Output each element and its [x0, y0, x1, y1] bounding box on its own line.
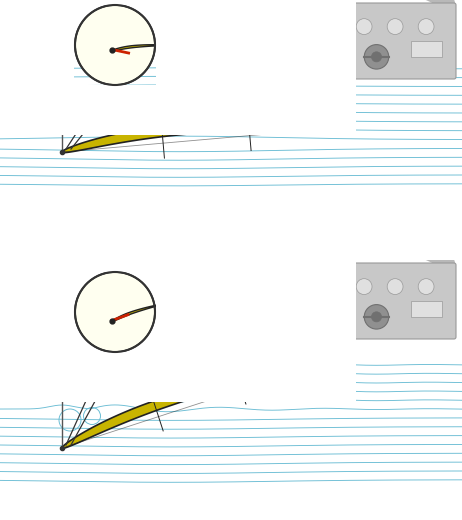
- Bar: [0, 252, 74, 402]
- Circle shape: [418, 279, 434, 294]
- Polygon shape: [111, 303, 170, 322]
- Bar: [25, 0, 225, 5]
- Bar: [156, 252, 356, 402]
- Circle shape: [280, 294, 293, 308]
- Circle shape: [371, 312, 382, 322]
- Circle shape: [364, 45, 389, 69]
- Circle shape: [356, 19, 372, 34]
- FancyBboxPatch shape: [411, 41, 442, 57]
- Circle shape: [371, 52, 382, 62]
- Circle shape: [75, 5, 155, 85]
- Circle shape: [325, 19, 341, 34]
- FancyBboxPatch shape: [297, 3, 456, 79]
- Circle shape: [280, 34, 293, 48]
- Bar: [25, 352, 225, 402]
- Circle shape: [75, 272, 155, 352]
- Circle shape: [364, 305, 389, 329]
- Wedge shape: [321, 300, 330, 319]
- Circle shape: [356, 279, 372, 294]
- Circle shape: [387, 19, 403, 34]
- Circle shape: [325, 279, 341, 294]
- FancyBboxPatch shape: [299, 5, 454, 77]
- Wedge shape: [321, 40, 330, 59]
- Bar: [0, 0, 74, 135]
- Polygon shape: [111, 45, 173, 51]
- Circle shape: [418, 19, 434, 34]
- Bar: [25, 85, 225, 135]
- FancyBboxPatch shape: [299, 265, 454, 337]
- Bar: [25, 222, 225, 271]
- Polygon shape: [62, 358, 338, 448]
- FancyBboxPatch shape: [411, 301, 442, 317]
- Circle shape: [387, 279, 403, 294]
- Bar: [156, 0, 356, 135]
- Polygon shape: [62, 123, 351, 152]
- FancyBboxPatch shape: [297, 263, 456, 339]
